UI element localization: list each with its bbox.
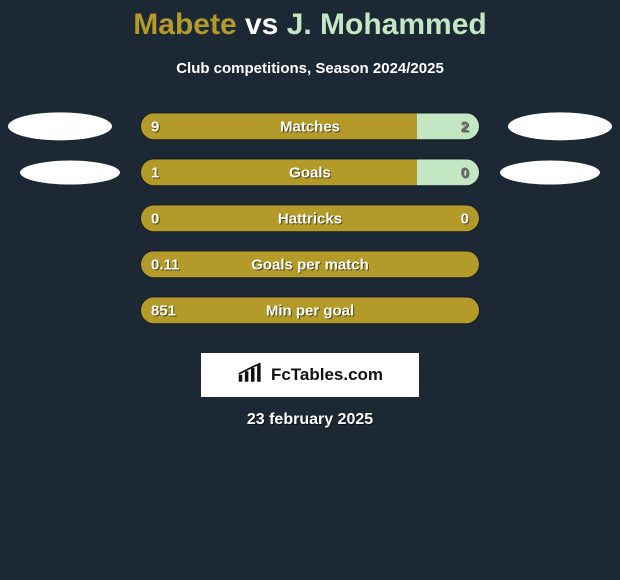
stat-label: Goals per match	[141, 251, 479, 277]
stat-bar: 92Matches	[140, 112, 480, 140]
stat-row: 00Hattricks	[0, 197, 620, 243]
barchart-icon	[237, 362, 265, 389]
stat-row: 0.11Goals per match	[0, 243, 620, 289]
stat-bar: 10Goals	[140, 158, 480, 186]
site-logo: FcTables.com	[201, 353, 419, 397]
title-vs: vs	[245, 8, 278, 41]
stat-label: Goals	[141, 159, 479, 185]
stat-label: Matches	[141, 113, 479, 139]
logo-text: FcTables.com	[271, 365, 383, 385]
player1-marker	[20, 161, 120, 185]
date-text: 23 february 2025	[0, 411, 620, 429]
stat-row: 92Matches	[0, 105, 620, 151]
page-title: Mabete vs J. Mohammed	[0, 0, 620, 42]
stat-row: 10Goals	[0, 151, 620, 197]
stat-bar: 0.11Goals per match	[140, 250, 480, 278]
player2-marker	[500, 161, 600, 185]
player2-name: J. Mohammed	[287, 8, 487, 41]
player2-marker	[508, 112, 612, 140]
stat-bar: 00Hattricks	[140, 204, 480, 232]
player1-marker	[8, 112, 112, 140]
stat-label: Min per goal	[141, 297, 479, 323]
stats-chart: 92Matches 10Goals 00Hattricks 0.11Goals per…	[0, 105, 620, 335]
stat-row: 851Min per goal	[0, 289, 620, 335]
subtitle: Club competitions, Season 2024/2025	[0, 60, 620, 77]
stat-label: Hattricks	[141, 205, 479, 231]
player1-name: Mabete	[133, 8, 236, 41]
stat-bar: 851Min per goal	[140, 296, 480, 324]
